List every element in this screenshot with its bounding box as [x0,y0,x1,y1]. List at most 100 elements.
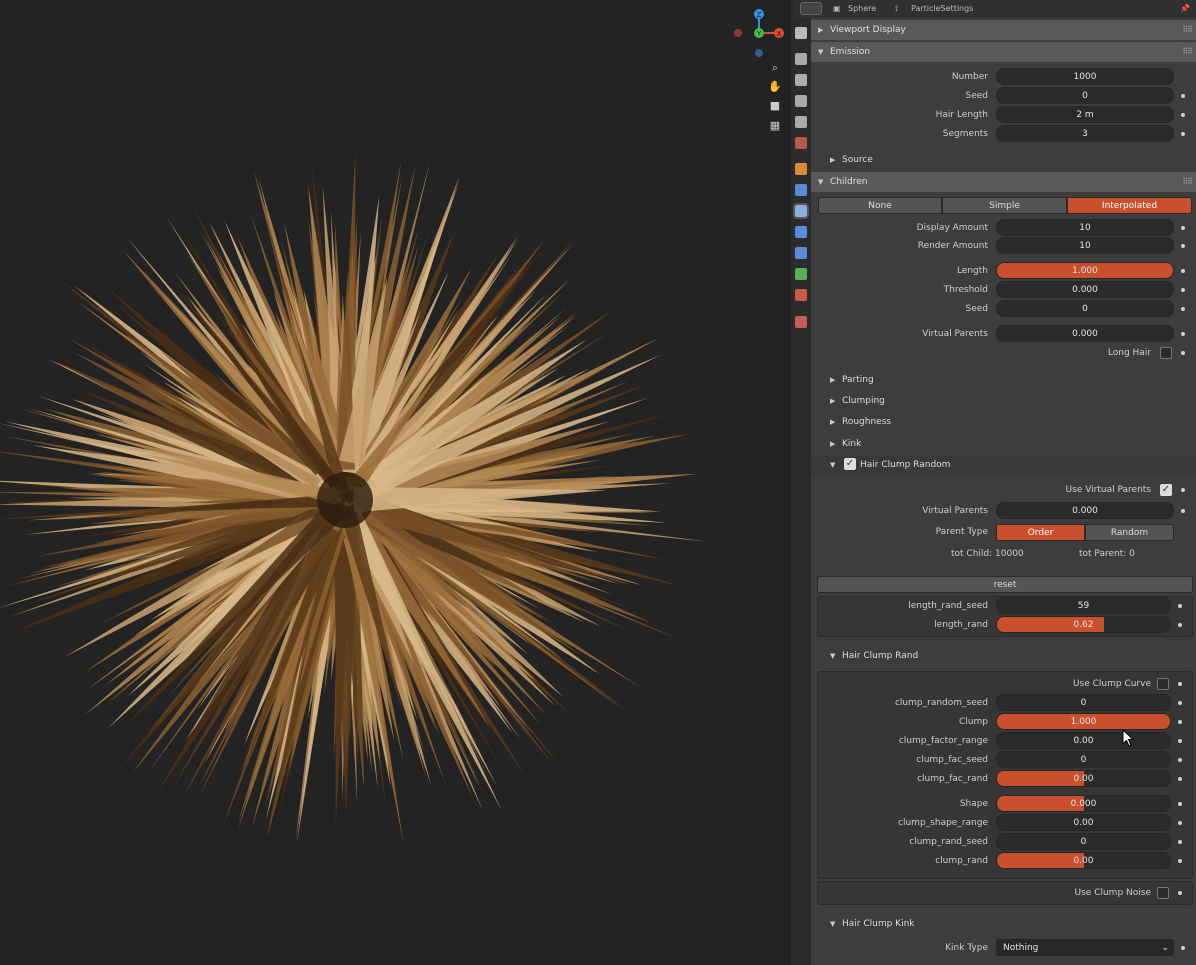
world-tab-icon[interactable] [795,137,807,149]
camera-icon[interactable]: ■ [769,99,781,112]
segments-field[interactable]: 3 [996,125,1174,142]
children-seed-field[interactable]: 0 [996,300,1174,317]
number-field[interactable]: 1000 [996,68,1174,85]
subpanel-roughness[interactable]: ▶ Roughness [830,417,892,427]
number-field[interactable]: 0 [996,694,1171,711]
virtual-parents-field[interactable]: 0.000 [996,325,1174,342]
zoom-icon[interactable]: ⌕ [771,61,779,74]
tool-tab-icon[interactable] [795,27,807,39]
number-field[interactable]: 0.00 [996,732,1171,749]
children-interpolated-toggle[interactable]: Interpolated [1067,197,1192,214]
number-field[interactable]: 0 [996,833,1171,850]
grid-icon[interactable]: ▦ [769,119,781,132]
length-rand-slider[interactable]: 0.62 [996,616,1171,633]
keyframe-dot-icon[interactable] [1181,244,1185,248]
hair-strand [338,504,404,715]
keyframe-dot-icon[interactable] [1181,332,1185,336]
long-hair-checkbox[interactable] [1160,347,1172,359]
panel-emission[interactable]: ▼ Emission ⠿⠿ [811,42,1196,62]
render-amount-field[interactable]: 10 [996,237,1174,254]
keyframe-dot-icon[interactable] [1178,840,1182,844]
view-layer-tab-icon[interactable] [795,95,807,107]
hcr-virtual-parents-field[interactable]: 0.000 [996,502,1174,519]
keyframe-dot-icon[interactable] [1181,132,1185,136]
keyframe-dot-icon[interactable] [1181,113,1185,117]
keyframe-dot-icon[interactable] [1178,859,1182,863]
hair-strand [91,432,340,505]
keyframe-dot-icon[interactable] [1178,891,1182,895]
subpanel-clumping[interactable]: ▶ Clumping [830,396,885,406]
subpanel-parting[interactable]: ▶ Parting [830,375,874,385]
reset-button[interactable]: reset [817,576,1193,593]
use-virtual-parents-checkbox[interactable]: ✓ [1160,484,1172,496]
physics-tab-icon[interactable] [795,226,807,238]
texture-tab-icon[interactable] [795,316,807,328]
keyframe-dot-icon[interactable] [1178,821,1182,825]
properties-tab-strip [791,0,811,965]
render-tab-icon[interactable] [795,53,807,65]
keyframe-dot-icon[interactable] [1181,351,1185,355]
subpanel-kink[interactable]: ▶ Kink [830,439,862,449]
keyframe-dot-icon[interactable] [1181,509,1185,513]
seed-field[interactable]: 0 [996,87,1174,104]
x-axis-icon [774,28,784,38]
output-tab-icon[interactable] [795,74,807,86]
keyframe-dot-icon[interactable] [1181,226,1185,230]
display-amount-field[interactable]: 10 [996,219,1174,236]
panel-viewport-display[interactable]: ▶ Viewport Display ⠿⠿ [811,20,1196,40]
data-tab-icon[interactable] [795,268,807,280]
keyframe-dot-icon[interactable] [1178,623,1182,627]
svg-text:X: X [777,30,782,38]
keyframe-dot-icon[interactable] [1178,682,1182,686]
subpanel-hair-clump-rand[interactable]: ▼ Hair Clump Rand [830,651,919,661]
hand-pan-icon[interactable]: ✋ [768,80,782,93]
scene-tab-icon[interactable] [795,116,807,128]
pin-icon[interactable]: 📌 [1180,4,1190,13]
hair-clump-random-checkbox[interactable]: ✓ [844,458,856,470]
children-none-toggle[interactable]: None [818,197,942,214]
panel-children[interactable]: ▼ Children ⠿⠿ [811,172,1196,192]
3d-viewport[interactable]: Z X Y ⌕ ✋ ■ ▦ [0,0,791,965]
slider[interactable]: 1.000 [996,713,1171,730]
keyframe-dot-icon[interactable] [1181,288,1185,292]
use-clump-noise-checkbox[interactable] [1157,887,1169,899]
threshold-field[interactable]: 0.000 [996,281,1174,298]
length-slider[interactable]: 1.000 [996,262,1174,279]
keyframe-dot-icon[interactable] [1181,307,1185,311]
keyframe-dot-icon[interactable] [1181,269,1185,273]
material-tab-icon[interactable] [795,289,807,301]
subpanel-source[interactable]: ▶ Source [830,155,873,165]
parent-type-random[interactable]: Random [1085,524,1174,541]
keyframe-dot-icon[interactable] [1181,946,1185,950]
keyframe-dot-icon[interactable] [1181,94,1185,98]
length-rand-seed-field[interactable]: 59 [996,597,1171,614]
subpanel-hair-clump-random[interactable]: ▼ ✓ Hair Clump Random [811,455,1196,475]
parent-type-order[interactable]: Order [996,524,1085,541]
particles-tab-icon[interactable] [793,203,809,219]
children-simple-toggle[interactable]: Simple [942,197,1067,214]
keyframe-dot-icon[interactable] [1178,758,1182,762]
keyframe-dot-icon[interactable] [1178,739,1182,743]
slider[interactable]: 0.000 [996,795,1171,812]
keyframe-dot-icon[interactable] [1178,701,1182,705]
constraints-tab-icon[interactable] [795,247,807,259]
number-field[interactable]: 0.00 [996,814,1171,831]
keyframe-dot-icon[interactable] [1181,488,1185,492]
hair-particle-render [0,153,709,844]
hair-strand [238,391,323,476]
use-clump-curve-checkbox[interactable] [1157,678,1169,690]
keyframe-dot-icon[interactable] [1178,802,1182,806]
keyframe-dot-icon[interactable] [1178,604,1182,608]
editor-type-button[interactable] [800,2,822,15]
navigation-gizmo[interactable]: Z X Y [730,2,790,62]
keyframe-dot-icon[interactable] [1178,777,1182,781]
slider[interactable]: 0.00 [996,770,1171,787]
slider[interactable]: 0.00 [996,852,1171,869]
subpanel-hair-clump-kink[interactable]: ▼ Hair Clump Kink [830,919,915,929]
kink-type-dropdown[interactable]: Nothing ⌄ [996,939,1174,956]
modifier-tab-icon[interactable] [795,184,807,196]
hair-length-field[interactable]: 2 m [996,106,1174,123]
keyframe-dot-icon[interactable] [1178,720,1182,724]
object-tab-icon[interactable] [795,163,807,175]
number-field[interactable]: 0 [996,751,1171,768]
